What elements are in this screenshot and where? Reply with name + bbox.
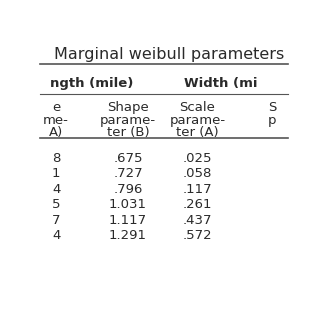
Text: ngth (mile): ngth (mile) bbox=[50, 76, 134, 90]
Text: .025: .025 bbox=[183, 152, 212, 165]
Text: 1.031: 1.031 bbox=[109, 198, 147, 211]
Text: A): A) bbox=[49, 126, 63, 139]
Text: p: p bbox=[268, 114, 277, 126]
Text: .261: .261 bbox=[183, 198, 212, 211]
Text: 7: 7 bbox=[52, 214, 60, 227]
Text: parame-: parame- bbox=[169, 114, 226, 126]
Text: ter (A): ter (A) bbox=[176, 126, 219, 139]
Text: me-: me- bbox=[43, 114, 69, 126]
Text: .675: .675 bbox=[113, 152, 143, 165]
Text: 4: 4 bbox=[52, 182, 60, 196]
Text: .058: .058 bbox=[183, 167, 212, 180]
Text: 1.291: 1.291 bbox=[109, 229, 147, 242]
Text: 1.117: 1.117 bbox=[109, 214, 147, 227]
Text: .117: .117 bbox=[183, 182, 212, 196]
Text: 1: 1 bbox=[52, 167, 60, 180]
Text: .796: .796 bbox=[113, 182, 143, 196]
Text: parame-: parame- bbox=[100, 114, 156, 126]
Text: Marginal weibull parameters: Marginal weibull parameters bbox=[54, 47, 284, 62]
Text: Scale: Scale bbox=[180, 101, 215, 114]
Text: S: S bbox=[268, 101, 276, 114]
Text: .437: .437 bbox=[183, 214, 212, 227]
Text: e: e bbox=[52, 101, 60, 114]
Text: 4: 4 bbox=[52, 229, 60, 242]
Text: Shape: Shape bbox=[107, 101, 149, 114]
Text: 5: 5 bbox=[52, 198, 60, 211]
Text: Width (mi: Width (mi bbox=[184, 76, 258, 90]
Text: 8: 8 bbox=[52, 152, 60, 165]
Text: ter (B): ter (B) bbox=[107, 126, 149, 139]
Text: .572: .572 bbox=[183, 229, 212, 242]
Text: .727: .727 bbox=[113, 167, 143, 180]
